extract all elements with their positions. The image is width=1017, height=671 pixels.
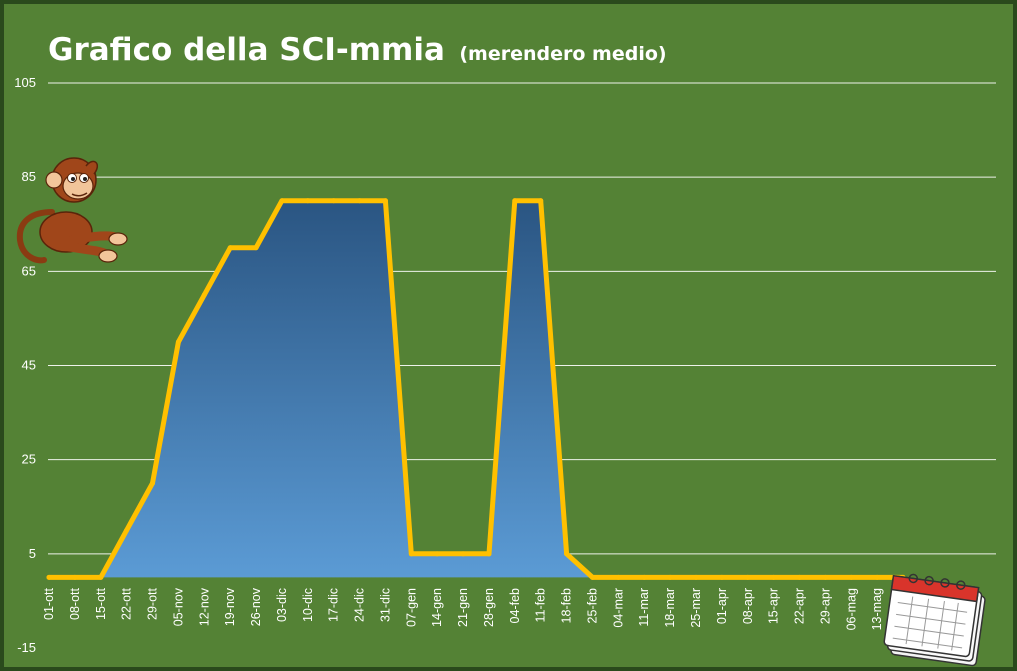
data-point bbox=[641, 574, 647, 580]
x-tick-label: 15-apr bbox=[767, 588, 781, 624]
data-point bbox=[279, 198, 285, 204]
data-point bbox=[124, 527, 130, 533]
chart-subtitle: (merendero medio) bbox=[459, 43, 666, 65]
data-point bbox=[175, 339, 181, 345]
data-point bbox=[72, 574, 78, 580]
x-tick-label: 25-feb bbox=[585, 588, 599, 623]
x-tick-label: 29-apr bbox=[818, 588, 832, 624]
data-point bbox=[797, 574, 803, 580]
x-tick-label: 31-dic bbox=[378, 588, 392, 622]
data-point bbox=[227, 245, 233, 251]
data-point bbox=[771, 574, 777, 580]
data-point bbox=[719, 574, 725, 580]
series-line bbox=[46, 198, 906, 580]
data-point bbox=[460, 551, 466, 557]
x-tick-label: 19-nov bbox=[223, 587, 237, 626]
x-tick-label: 11-mar bbox=[637, 588, 651, 627]
x-tick-label: 07-gen bbox=[404, 588, 418, 627]
x-tick-label: 29-ott bbox=[146, 587, 160, 619]
calendar-icon bbox=[883, 573, 986, 667]
x-tick-label: 15-ott bbox=[94, 587, 108, 619]
x-tick-label: 18-feb bbox=[560, 588, 574, 623]
x-tick-label: 11-feb bbox=[534, 588, 548, 623]
data-point bbox=[874, 574, 880, 580]
data-point bbox=[46, 574, 52, 580]
x-tick-label: 08-ott bbox=[68, 587, 82, 619]
data-point bbox=[848, 574, 854, 580]
data-point bbox=[745, 574, 751, 580]
monkey-icon bbox=[16, 157, 128, 264]
data-point bbox=[408, 551, 414, 557]
data-point bbox=[512, 198, 518, 204]
x-tick-label: 26-nov bbox=[249, 587, 263, 626]
data-point bbox=[98, 574, 104, 580]
x-tick-label: 14-gen bbox=[430, 588, 444, 627]
data-point bbox=[357, 198, 363, 204]
data-point bbox=[434, 551, 440, 557]
data-point bbox=[382, 198, 388, 204]
data-point bbox=[486, 551, 492, 557]
x-tick-label: 01-ott bbox=[42, 587, 56, 619]
x-tick-label: 22-ott bbox=[120, 587, 134, 619]
y-tick-label: 45 bbox=[22, 358, 36, 373]
y-tick-label: 25 bbox=[22, 452, 36, 467]
x-tick-label: 04-feb bbox=[508, 588, 522, 623]
x-tick-label: 13-mag bbox=[870, 588, 884, 630]
data-point bbox=[201, 292, 207, 298]
x-tick-label: 03-dic bbox=[275, 588, 289, 622]
x-tick-label: 06-mag bbox=[844, 588, 858, 630]
y-tick-label: -15 bbox=[17, 640, 36, 655]
x-tick-label: 08-apr bbox=[741, 588, 755, 624]
data-point bbox=[693, 574, 699, 580]
x-tick-label: 25-mar bbox=[689, 588, 703, 628]
x-tick-label: 05-nov bbox=[171, 587, 185, 626]
x-tick-label: 12-nov bbox=[197, 587, 211, 626]
data-point bbox=[305, 198, 311, 204]
data-point bbox=[538, 198, 544, 204]
data-point bbox=[253, 245, 259, 251]
x-tick-label: 22-apr bbox=[793, 588, 807, 624]
data-point bbox=[667, 574, 673, 580]
chart-title: Grafico della SCI-mmia (merendero medio) bbox=[48, 32, 667, 68]
y-tick-label: 65 bbox=[22, 263, 36, 278]
data-point bbox=[615, 574, 621, 580]
x-tick-label: 04-mar bbox=[611, 588, 625, 628]
x-tick-label: 17-dic bbox=[327, 588, 341, 622]
x-tick-label: 10-dic bbox=[301, 588, 315, 622]
y-axis-ticks: -15 5 25 45 65 85 105 bbox=[14, 75, 36, 655]
x-axis-ticks: 01-ott 08-ott 15-ott 22-ott 29-ott 05-nov 12-n… bbox=[42, 587, 910, 630]
area-fill bbox=[49, 200, 903, 578]
x-tick-label: 21-gen bbox=[456, 588, 470, 627]
series-area bbox=[46, 198, 906, 580]
data-point bbox=[564, 551, 570, 557]
data-point bbox=[589, 574, 595, 580]
x-tick-label: 24-dic bbox=[353, 588, 367, 622]
x-tick-label: 01-apr bbox=[715, 588, 729, 624]
data-point bbox=[150, 480, 156, 486]
x-tick-label: 18-mar bbox=[663, 588, 677, 628]
y-tick-label: 105 bbox=[14, 75, 36, 90]
data-point bbox=[822, 574, 828, 580]
x-tick-label: 28-gen bbox=[482, 588, 496, 627]
y-tick-label: 85 bbox=[22, 169, 36, 184]
data-point bbox=[331, 198, 337, 204]
chart-title-main: Grafico della SCI-mmia bbox=[48, 32, 445, 68]
y-tick-label: 5 bbox=[29, 546, 36, 561]
